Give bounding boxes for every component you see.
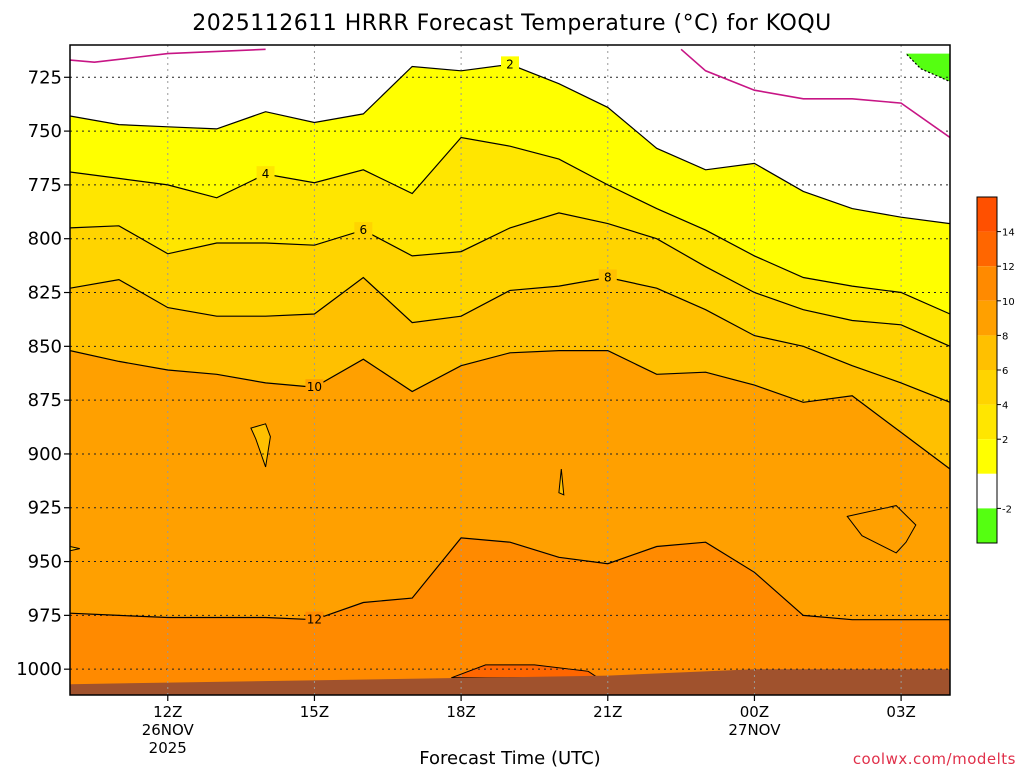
colorbar-swatch bbox=[977, 197, 997, 232]
colorbar-tick-label: -2 bbox=[1002, 504, 1012, 515]
pocket-8-10-1 bbox=[558, 468, 565, 496]
isotherm-0-1 bbox=[680, 48, 950, 139]
isotherm-label-10: 10 bbox=[305, 379, 324, 394]
plot-frame bbox=[69, 44, 951, 696]
y-tick-label: 875 bbox=[28, 390, 62, 411]
x-tick-label: 15Z bbox=[300, 703, 329, 721]
isotherm-12 bbox=[70, 537, 950, 621]
ground-below-surface bbox=[70, 669, 950, 695]
colorbar-swatch bbox=[977, 473, 997, 509]
isotherm-label-8: 8 bbox=[598, 269, 617, 284]
y-tick-label: 950 bbox=[28, 552, 62, 573]
y-tick-label: 1000 bbox=[16, 659, 62, 680]
isotherm-label-text: 2 bbox=[506, 57, 514, 71]
colorbar-swatch bbox=[977, 231, 997, 267]
x-tick-label: 21Z bbox=[593, 703, 622, 721]
band-minus2-0 bbox=[906, 53, 950, 82]
colorbar-tick-label: 4 bbox=[1002, 401, 1008, 412]
isotherm-label-2: 2 bbox=[501, 56, 519, 71]
isotherm-6 bbox=[70, 212, 950, 347]
colorbar: 14 12 10 8 6 4 2 -2 bbox=[976, 196, 1015, 544]
chart-title: 2025112611 HRRR Forecast Temperature (°C… bbox=[192, 11, 832, 36]
colorbar-swatch bbox=[977, 508, 997, 543]
colorbar-swatch bbox=[977, 404, 997, 440]
plot-area bbox=[70, 45, 950, 695]
y-tick-label: 725 bbox=[28, 67, 62, 88]
isotherm-label-4: 4 bbox=[256, 166, 275, 181]
colorbar-swatch bbox=[977, 335, 997, 370]
isotherm-0-0 bbox=[70, 48, 266, 64]
pocket-8-10-0 bbox=[250, 423, 271, 468]
y-tick-label: 825 bbox=[28, 283, 62, 304]
colorbar-swatch bbox=[977, 300, 997, 336]
isotherm-8 bbox=[70, 276, 950, 403]
x-tick-label: 00Z bbox=[740, 703, 769, 721]
isotherm-label-12: 12 bbox=[305, 611, 324, 627]
isotherm-label-text: 6 bbox=[360, 223, 368, 237]
x-tick-date: 26NOV bbox=[142, 721, 195, 739]
x-tick-year: 2025 bbox=[149, 739, 187, 757]
y-tick-label: 775 bbox=[28, 175, 62, 196]
x-tick-label: 18Z bbox=[446, 703, 475, 721]
x-tick-label: 03Z bbox=[886, 703, 915, 721]
axes: 725 750 775 800 825 850 875 900 925 950 975 1000 12Z… bbox=[16, 67, 916, 757]
colorbar-swatch bbox=[977, 266, 997, 301]
colorbar-tick-label: 12 bbox=[1002, 262, 1015, 273]
y-tick-label: 975 bbox=[28, 605, 62, 626]
y-tick-label: 900 bbox=[28, 444, 62, 465]
colorbar-tick-label: 6 bbox=[1002, 366, 1008, 377]
y-tick-label: 850 bbox=[28, 336, 62, 357]
colorbar-tick-label: 14 bbox=[1002, 228, 1015, 239]
isotherm-minus2 bbox=[905, 53, 950, 83]
x-tick-label: 12Z bbox=[153, 703, 182, 721]
isotherm-label-text: 12 bbox=[307, 613, 322, 627]
isotherm-label-text: 4 bbox=[262, 167, 270, 181]
colorbar-tick-label: 2 bbox=[1002, 435, 1008, 446]
colorbar-tick-label: 8 bbox=[1002, 331, 1008, 342]
colorbar-tick-label: 10 bbox=[1002, 297, 1015, 308]
y-tick-label: 800 bbox=[28, 229, 62, 250]
band-12-14 bbox=[70, 537, 950, 695]
gridlines bbox=[70, 45, 950, 695]
isotherm-label-6: 6 bbox=[354, 222, 373, 237]
y-tick-label: 750 bbox=[28, 121, 62, 142]
y-tick-label: 925 bbox=[28, 498, 62, 519]
isotherm-label-text: 10 bbox=[307, 380, 322, 394]
isotherm-label-text: 8 bbox=[604, 270, 612, 284]
pocket-8-10-2 bbox=[70, 545, 80, 552]
isotherm-10 bbox=[70, 350, 950, 470]
x-axis-label: Forecast Time (UTC) bbox=[419, 748, 600, 768]
credit-link[interactable]: coolwx.com/modelts bbox=[853, 750, 1016, 768]
isotherm-4 bbox=[70, 136, 950, 315]
pocket-10-12 bbox=[846, 505, 917, 554]
colorbar-swatch bbox=[977, 439, 997, 474]
isotherm-lines: 2 4 6 8 10 12 bbox=[70, 48, 950, 627]
x-tick-date: 27NOV bbox=[728, 721, 781, 739]
colorbar-swatch bbox=[977, 370, 997, 405]
